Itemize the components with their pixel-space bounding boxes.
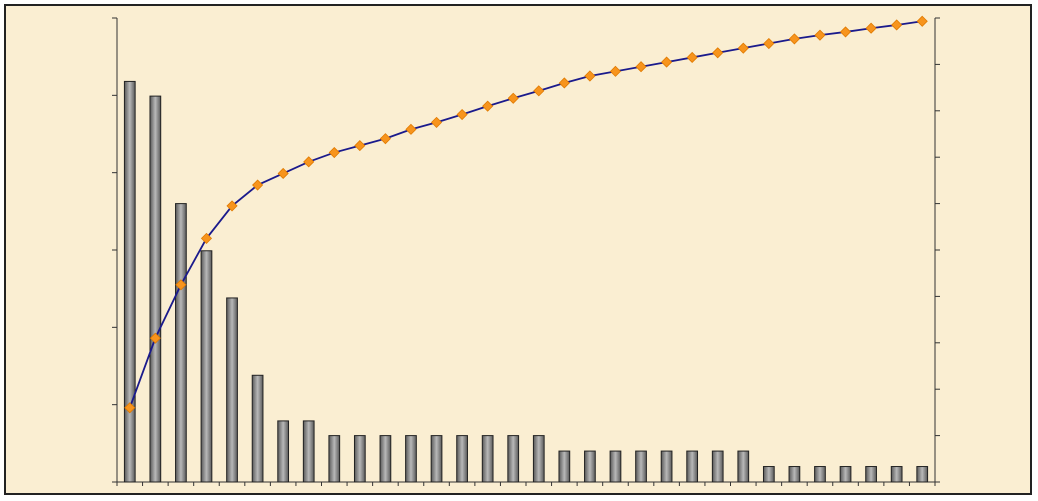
line-point-26 <box>763 37 775 50</box>
bar-19 <box>584 450 596 483</box>
line-point-16 <box>507 92 519 104</box>
chart-frame <box>4 4 1032 495</box>
line-point-28 <box>814 29 826 41</box>
line-point-2 <box>149 332 161 344</box>
bar-10 <box>353 435 366 483</box>
bar-14 <box>456 435 468 483</box>
bar-22 <box>660 450 673 483</box>
bar-13 <box>430 435 443 483</box>
bar-12 <box>405 435 417 483</box>
cumulative-line <box>128 20 923 409</box>
bar-4 <box>200 250 213 483</box>
bar-6 <box>251 374 264 483</box>
line-point-21 <box>635 61 647 73</box>
bar-21 <box>635 450 647 483</box>
pareto-chart <box>112 15 940 486</box>
line-point-6 <box>252 179 264 191</box>
line-point-10 <box>354 140 366 152</box>
line-point-8 <box>303 156 315 168</box>
line-point-9 <box>328 146 340 159</box>
bar-23 <box>686 450 699 483</box>
bar-15 <box>481 435 494 483</box>
bar-8 <box>302 420 315 483</box>
line-point-13 <box>430 116 443 128</box>
bar-32 <box>916 466 929 483</box>
bar-29 <box>839 466 852 483</box>
line-point-27 <box>788 33 800 45</box>
line-point-15 <box>482 100 494 112</box>
line-point-23 <box>686 51 698 64</box>
line-point-12 <box>405 123 417 135</box>
line-point-20 <box>609 65 622 77</box>
bar-28 <box>814 466 826 483</box>
line-point-7 <box>277 167 289 180</box>
line-point-17 <box>533 85 545 97</box>
bar-18 <box>558 450 571 483</box>
bar-20 <box>609 450 622 483</box>
bar-7 <box>277 420 290 483</box>
bar-1 <box>123 80 136 483</box>
bar-25 <box>737 450 750 483</box>
line-point-29 <box>839 26 852 38</box>
line-point-18 <box>558 77 570 89</box>
line-point-11 <box>379 133 391 145</box>
bar-5 <box>226 297 238 483</box>
bar-31 <box>890 466 903 483</box>
bar-17 <box>532 435 545 483</box>
line-point-30 <box>865 22 877 34</box>
bar-3 <box>175 203 187 483</box>
bar-26 <box>762 466 775 483</box>
line-point-31 <box>891 19 903 31</box>
line-point-14 <box>456 108 468 121</box>
line-point-25 <box>737 42 749 54</box>
line-point-5 <box>226 200 238 212</box>
bar-16 <box>507 435 520 483</box>
line-point-3 <box>175 279 187 291</box>
bar-11 <box>379 435 392 483</box>
bar-2 <box>149 95 162 483</box>
line-point-32 <box>916 15 928 27</box>
line-point-1 <box>124 402 136 414</box>
line-point-4 <box>200 232 213 244</box>
line-point-22 <box>661 56 673 68</box>
line-point-24 <box>712 47 724 59</box>
bar-30 <box>865 466 877 483</box>
bar-24 <box>711 450 724 483</box>
bar-27 <box>788 466 801 483</box>
line-point-19 <box>584 70 596 82</box>
bar-9 <box>328 435 341 483</box>
